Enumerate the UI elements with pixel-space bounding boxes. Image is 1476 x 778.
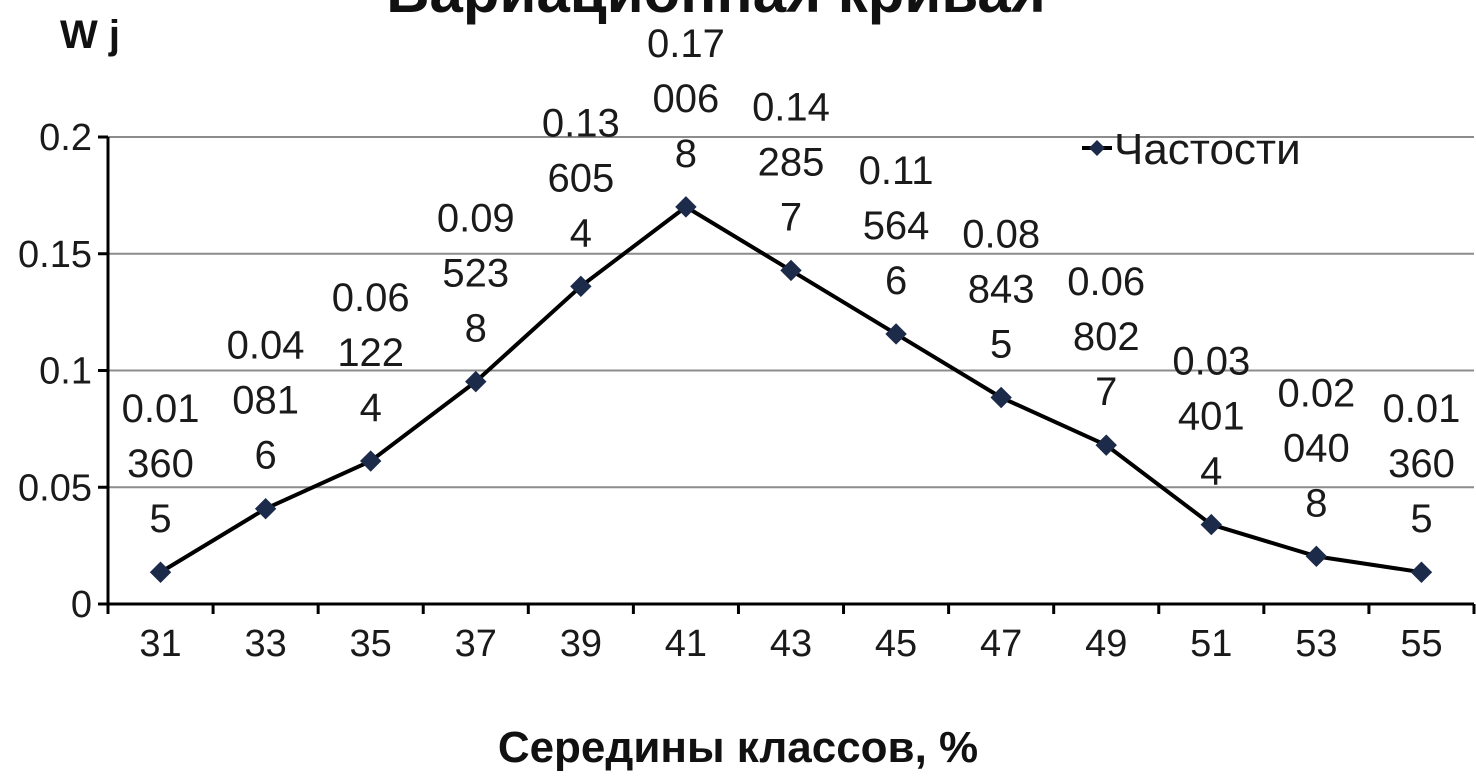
legend: Частости — [1082, 125, 1301, 174]
axes — [98, 135, 1476, 614]
data-point — [254, 497, 277, 520]
legend-marker — [1089, 140, 1105, 156]
data-label: 0.06 802 7 — [1067, 260, 1145, 414]
data-point — [1410, 561, 1433, 583]
data-labels: 0.01 360 5 0.04 081 6 0.06 122 4 0.09 523 8 0.13 605 4… — [122, 22, 1461, 541]
x-tick-label: 31 — [139, 623, 181, 665]
grid-lines — [108, 136, 1474, 489]
x-tick-label: 37 — [455, 623, 497, 665]
data-point — [359, 450, 382, 472]
x-axis-title: Середины классов, % — [498, 723, 978, 772]
y-tick-labels: 0 0.05 0.1 0.15 0.2 — [18, 117, 92, 626]
data-label: 0.11 564 6 — [859, 149, 934, 303]
data-point — [780, 259, 802, 282]
data-label: 0.13 605 4 — [542, 101, 620, 255]
x-tick-label: 55 — [1400, 623, 1442, 665]
data-label: 0.03 401 4 — [1172, 340, 1250, 494]
data-label: 0.09 523 8 — [437, 197, 515, 351]
data-label: 0.08 843 5 — [962, 213, 1040, 367]
data-point — [1305, 545, 1328, 568]
legend-label: Частости — [1114, 125, 1301, 174]
x-tick-label: 45 — [875, 623, 917, 665]
y-tick-label: 0.15 — [18, 234, 92, 276]
data-point — [1095, 434, 1117, 456]
x-tick-label: 53 — [1295, 623, 1337, 665]
y-tick-label: 0 — [71, 584, 92, 626]
data-point — [885, 323, 907, 345]
data-label: 0.02 040 8 — [1277, 371, 1355, 525]
y-tick-label: 0.05 — [18, 467, 92, 509]
x-tick-label: 43 — [770, 623, 812, 665]
data-label: 0.01 360 5 — [1383, 387, 1461, 541]
y-tick-label: 0.2 — [39, 117, 92, 159]
data-point — [465, 370, 487, 393]
data-label: 0.14 285 7 — [752, 85, 830, 239]
x-tick-label: 35 — [350, 623, 392, 665]
data-label: 0.01 360 5 — [122, 387, 200, 541]
data-points — [149, 196, 1433, 583]
y-tick-label: 0.1 — [39, 351, 92, 393]
data-point — [1200, 513, 1223, 536]
x-tick-label: 49 — [1085, 623, 1127, 665]
data-point — [990, 386, 1012, 409]
x-tick-label: 33 — [244, 623, 286, 665]
data-label: 0.17 006 8 — [647, 22, 725, 176]
y-axis-title: W j — [60, 13, 120, 57]
data-label: 0.04 081 6 — [227, 324, 305, 478]
chart-title: Вариационная кривая — [386, 0, 1046, 25]
x-tick-label: 39 — [560, 623, 602, 665]
x-tick-label: 47 — [980, 623, 1022, 665]
data-point — [570, 275, 592, 298]
data-point — [149, 561, 172, 583]
x-tick-label: 51 — [1190, 623, 1232, 665]
x-tick-label: 41 — [665, 623, 707, 665]
x-tick-labels: 31 33 35 37 39 41 43 45 47 49 51 53 55 — [139, 623, 1442, 665]
data-point — [675, 196, 697, 218]
data-label: 0.06 122 4 — [332, 276, 410, 430]
